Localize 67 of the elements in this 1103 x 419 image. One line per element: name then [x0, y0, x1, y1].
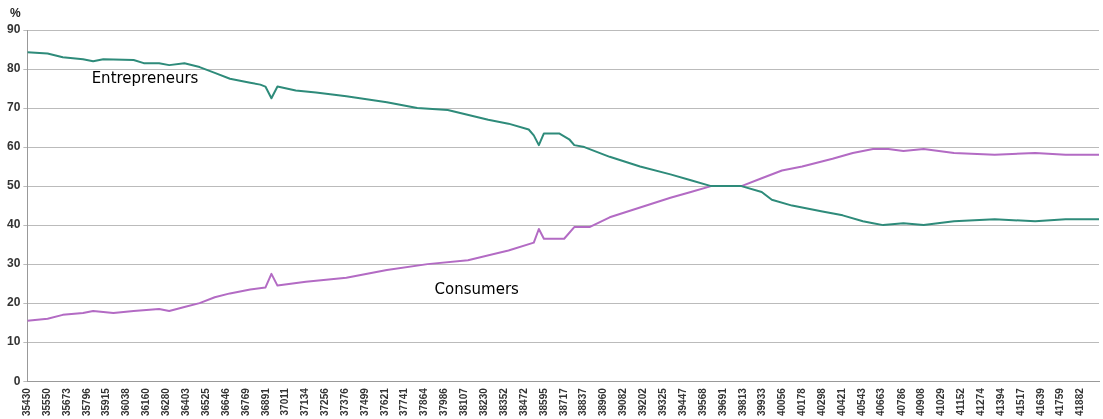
x-tick-label: 36769 — [239, 387, 251, 416]
x-tick-label: 40663 — [875, 387, 887, 416]
x-tick-label: 38472 — [517, 387, 529, 416]
x-tick-label: 41759 — [1054, 387, 1066, 416]
x-tick-label: 41639 — [1034, 387, 1046, 416]
x-tick-label: 37011 — [279, 387, 291, 416]
x-tick-label: 39691 — [716, 387, 728, 416]
x-tick-label: 39082 — [617, 387, 629, 416]
x-tick-label: 36280 — [159, 387, 171, 416]
x-tick-label: 36891 — [259, 387, 271, 416]
x-tick-label: 41029 — [935, 387, 947, 416]
x-tick-label: 35915 — [100, 387, 112, 416]
x-tick-label: 39325 — [657, 387, 668, 416]
x-tick-label: 41152 — [955, 387, 967, 416]
x-tick-label: 40056 — [776, 387, 788, 416]
y-tick-label: 30 — [6, 256, 21, 271]
y-tick-label: 10 — [6, 334, 21, 349]
x-tick-label: 35673 — [60, 387, 72, 416]
x-tick-label: 40298 — [815, 387, 827, 416]
y-tick-label: 60 — [6, 139, 21, 154]
x-tick-label: 36525 — [199, 387, 211, 416]
y-tick-label: 70 — [6, 100, 21, 115]
x-tick-label: 41517 — [1014, 387, 1026, 416]
x-tick-label: 35430 — [21, 387, 33, 416]
x-tick-label: 36403 — [179, 387, 191, 416]
x-tick-label: 38107 — [458, 387, 470, 416]
x-tick-label: 38595 — [537, 387, 549, 416]
x-tick-label: 40178 — [796, 387, 808, 416]
x-tick-label: 38230 — [478, 387, 490, 416]
x-tick-label: 37376 — [338, 387, 350, 416]
x-tick-label: 41882 — [1074, 387, 1086, 416]
x-tick-label: 40786 — [895, 387, 907, 416]
y-tick-label: 90 — [6, 22, 21, 37]
x-tick-label: 39933 — [756, 387, 768, 416]
x-tick-label: 40543 — [855, 387, 867, 416]
y-axis-title: % — [10, 6, 21, 21]
x-tick-label: 37986 — [438, 387, 450, 416]
y-tick-label: 80 — [6, 61, 21, 76]
x-tick-label: 40421 — [835, 387, 847, 416]
y-tick-label: 40 — [6, 217, 21, 232]
x-tick-label: 35550 — [40, 387, 52, 416]
x-tick-label: 41274 — [975, 387, 987, 416]
series-label: Consumers — [434, 279, 520, 298]
x-tick-label: 36646 — [219, 387, 231, 416]
x-tick-label: 37741 — [398, 387, 410, 416]
y-tick-label: 20 — [6, 295, 21, 310]
x-tick-label: 38960 — [597, 387, 609, 416]
x-tick-label: 35796 — [80, 387, 92, 416]
x-tick-label: 37256 — [319, 387, 331, 416]
x-tick-label: 40908 — [915, 387, 927, 416]
x-tick-label: 38837 — [577, 387, 589, 416]
x-tick-label: 39568 — [696, 387, 708, 416]
series-label: Entrepreneurs — [91, 69, 199, 88]
x-tick-label: 36038 — [120, 387, 132, 416]
x-tick-label: 37621 — [378, 387, 390, 416]
y-tick-label: 50 — [6, 178, 21, 193]
y-tick-label: 0 — [13, 373, 21, 388]
x-tick-label: 38352 — [498, 387, 510, 416]
x-tick-label: 36160 — [140, 387, 152, 416]
x-tick-label: 38717 — [557, 387, 569, 416]
x-tick-label: 37499 — [358, 387, 370, 416]
x-tick-label: 41394 — [994, 387, 1006, 416]
x-tick-label: 39813 — [736, 387, 748, 416]
x-tick-label: 37864 — [418, 387, 430, 416]
x-tick-label: 39447 — [676, 387, 688, 416]
x-tick-label: 37134 — [299, 387, 311, 416]
x-tick-label: 39202 — [636, 387, 648, 416]
